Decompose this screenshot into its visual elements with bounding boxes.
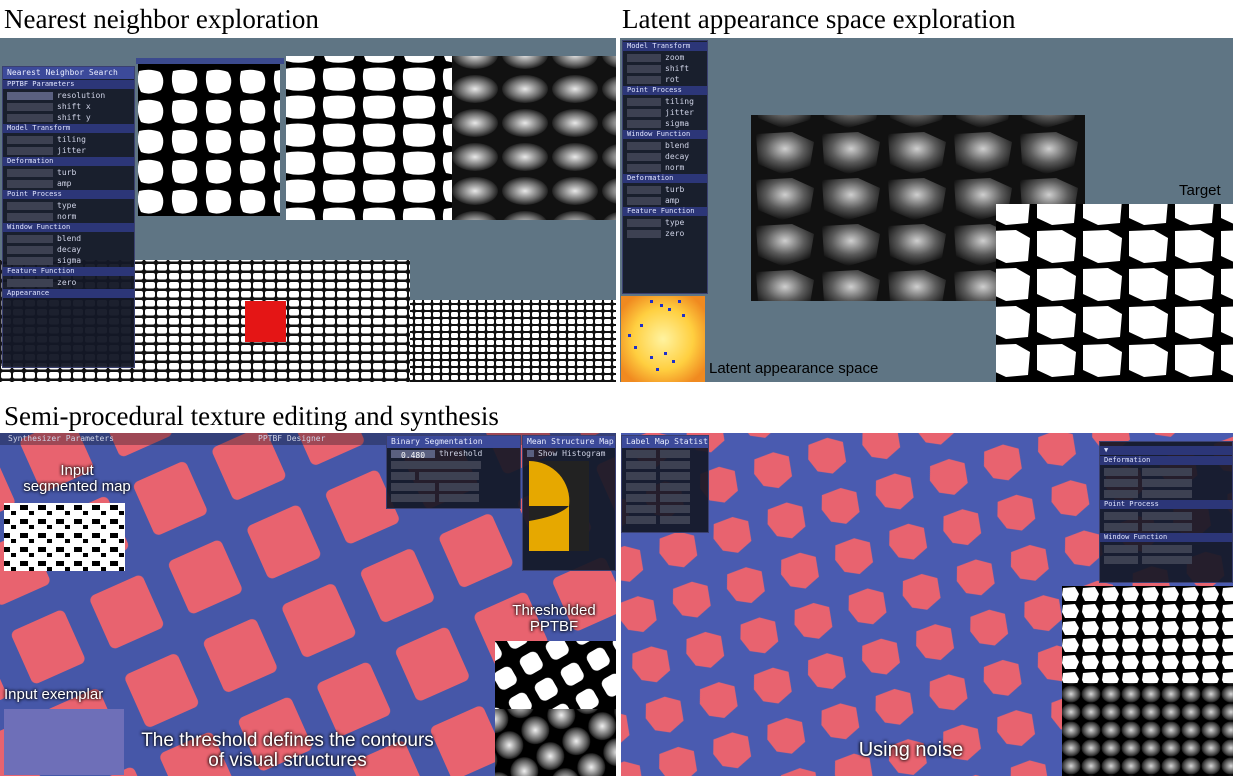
show-histogram-toggle[interactable]: Show Histogram — [538, 449, 606, 458]
semi-left-panel: Synthesizer Parameters PPTBF Designer Bi… — [0, 433, 616, 776]
nn-ui-section-0[interactable]: PPTBF Parameters — [3, 80, 134, 89]
threshold-caption: The threshold defines the contours of vi… — [141, 730, 434, 771]
nn-ui-section-1[interactable]: Model Transform — [3, 124, 134, 133]
title-latent-space: Latent appearance space exploration — [622, 4, 1016, 34]
label-map-stats-window[interactable]: Label Map Statistics — [621, 435, 709, 533]
title-nearest-neighbor: Nearest neighbor exploration — [4, 4, 319, 34]
latent-target-label: Target — [1179, 182, 1221, 199]
binary-seg-title: Binary Segmentation — [387, 436, 520, 448]
latent-ui-window[interactable]: Model Transform zoom shift rot Point Pro… — [622, 40, 708, 294]
point-process-section[interactable]: Point Process — [1100, 500, 1232, 509]
input-segmented-map — [4, 503, 125, 571]
pptbf-raw — [495, 709, 616, 776]
input-exemplar — [4, 709, 124, 775]
mean-structure-window[interactable]: Mean Structure Map Show Histogram — [522, 435, 616, 571]
binary-segmentation-window[interactable]: Binary Segmentation 0.480 threshold — [386, 435, 521, 509]
mean-structure-title: Mean Structure Map — [523, 436, 615, 448]
noise-pptbf — [1062, 683, 1233, 776]
latent-ui-section-1[interactable]: Point Process — [623, 86, 707, 95]
histogram-chart — [529, 461, 589, 551]
nn-ui-title: Nearest Neighbor Search — [3, 67, 134, 79]
ui-pptbf-designer[interactable]: PPTBF Designer — [258, 434, 326, 443]
latent-space-panel: Target Latent appearance space Model Tra… — [620, 38, 1233, 382]
nearest-neighbor-panel: Nearest Neighbor Search PPTBF Parameters… — [0, 38, 616, 382]
semi-right-panel: Label Map Statistics ▼ Deformation Point… — [621, 433, 1233, 776]
latent-ui-section-4[interactable]: Feature Function — [623, 207, 707, 216]
nn-result-cells — [286, 56, 452, 220]
nn-ui-section-4[interactable]: Window Function — [3, 223, 134, 232]
thresholded-pptbf — [495, 641, 616, 709]
threshold-label: threshold — [439, 449, 483, 458]
nn-selected-cell[interactable] — [245, 301, 286, 342]
latent-space-label: Latent appearance space — [709, 360, 879, 377]
nn-ui-section-5[interactable]: Feature Function — [3, 267, 134, 276]
latent-space-map[interactable] — [621, 296, 705, 382]
noise-structure-map — [1062, 586, 1233, 683]
nn-result-bumps — [452, 56, 616, 220]
nn-grid-right — [410, 300, 616, 382]
thresholded-pptbf-label: Thresholded PPTBF — [512, 602, 596, 635]
latent-ui-section-3[interactable]: Deformation — [623, 174, 707, 183]
nn-ui-section-2[interactable]: Deformation — [3, 157, 134, 166]
ui-synth-params[interactable]: Synthesizer Parameters — [8, 434, 114, 443]
input-exemplar-label: Input exemplar — [4, 686, 104, 703]
using-noise-caption: Using noise — [858, 739, 964, 761]
latent-ui-section-0[interactable]: Model Transform — [623, 42, 707, 51]
pptbf-params-window[interactable]: ▼ Deformation Point Process Window Funct… — [1099, 441, 1233, 583]
nn-result-blobs — [138, 62, 280, 216]
latent-ui-section-2[interactable]: Window Function — [623, 130, 707, 139]
latent-space-canvas — [621, 115, 1233, 382]
title-semi-procedural: Semi-procedural texture editing and synt… — [4, 401, 499, 431]
latent-space-points — [628, 300, 685, 371]
deformation-section[interactable]: Deformation — [1100, 456, 1232, 465]
latent-target-image — [996, 204, 1233, 382]
input-segmented-label: Input segmented map — [23, 462, 131, 495]
label-map-stats-title: Label Map Statistics — [622, 436, 708, 448]
threshold-slider[interactable]: 0.480 — [391, 449, 435, 459]
nn-ui-section-6[interactable]: Appearance — [3, 289, 134, 298]
nn-ui-window[interactable]: Nearest Neighbor Search PPTBF Parameters… — [2, 66, 135, 368]
nn-ui-section-3[interactable]: Point Process — [3, 190, 134, 199]
window-function-section[interactable]: Window Function — [1100, 533, 1232, 542]
